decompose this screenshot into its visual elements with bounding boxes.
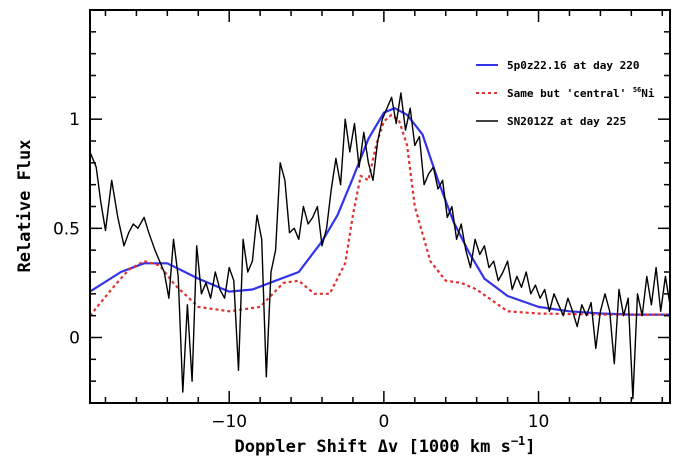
labels-layer: −10 0 10 0 0.5 1 bbox=[53, 110, 549, 432]
y-axis-title: Relative Flux bbox=[15, 139, 35, 272]
legend-label-central-ni: Same but 'central' 56Ni bbox=[507, 86, 655, 100]
y-tick-label: 0.5 bbox=[53, 219, 80, 239]
x-axis-title: Doppler Shift Δv [1000 km s−1] bbox=[234, 434, 535, 457]
legend: 5p0z22.16 at day 220 Same but 'central' … bbox=[476, 59, 655, 128]
x-tick-label: 10 bbox=[528, 412, 550, 432]
y-tick-label: 0 bbox=[69, 329, 80, 349]
legend-label-model: 5p0z22.16 at day 220 bbox=[507, 59, 639, 72]
legend-label-sn2012z: SN2012Z at day 225 bbox=[507, 115, 626, 128]
x-tick-label: −10 bbox=[211, 412, 247, 432]
series-line-1 bbox=[90, 113, 670, 317]
x-tick-label: 0 bbox=[378, 412, 389, 432]
y-tick-label: 1 bbox=[69, 110, 80, 130]
series-line-0 bbox=[90, 107, 670, 316]
series-line-2 bbox=[90, 92, 670, 400]
series-layer bbox=[90, 92, 670, 400]
ticks-layer bbox=[90, 9, 670, 404]
